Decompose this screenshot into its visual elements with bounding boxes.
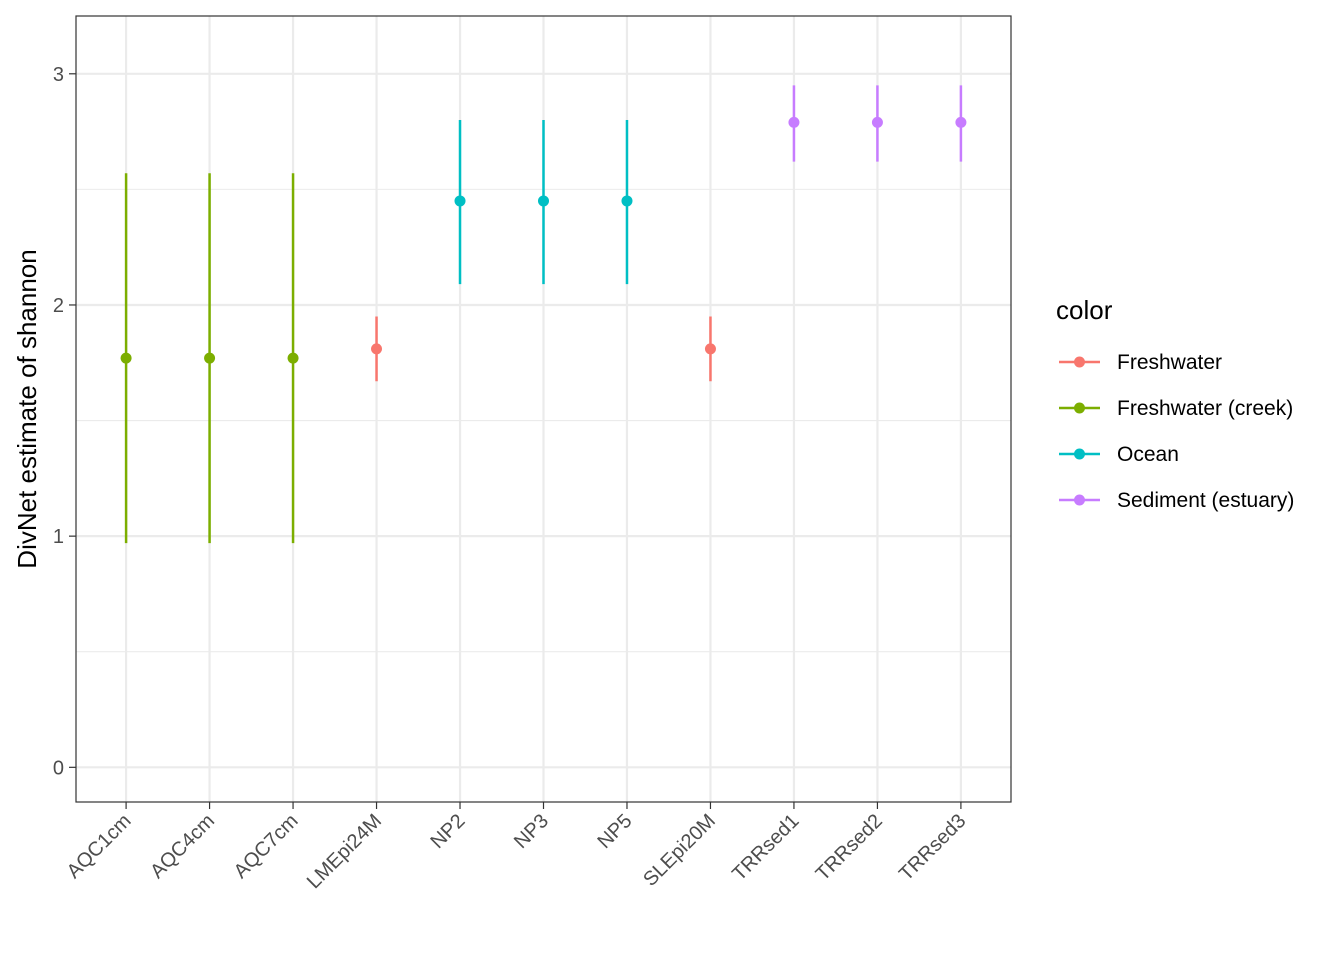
legend-key-point (1074, 448, 1085, 460)
x-tick-label: SLEpi20M (639, 810, 720, 891)
data-point (538, 195, 549, 207)
data-point (287, 352, 299, 364)
y-tick-label: 1 (53, 526, 64, 548)
x-tick-label: TRRsed3 (895, 810, 970, 885)
y-axis-title: DivNet estimate of shannon (12, 249, 42, 568)
y-axis: 0 1 2 3 (53, 64, 76, 779)
x-tick-label: NP3 (510, 810, 553, 853)
legend: color Freshwater Freshwater (creek) Ocean S… (1056, 295, 1294, 512)
y-tick-label: 2 (53, 295, 64, 317)
y-tick-label: 0 (53, 757, 64, 779)
data-point (955, 116, 967, 128)
x-tick-label: NP5 (593, 810, 636, 853)
data-point (621, 195, 633, 207)
data-marks (120, 85, 967, 544)
x-tick-label: AQC7cm (230, 810, 303, 883)
data-point (454, 195, 466, 207)
x-axis: AQC1cm AQC4cm AQC7cm LMEpi24M NP2 NP3 NP5 SLEpi… (63, 802, 970, 893)
x-tick-label: AQC1cm (63, 810, 136, 883)
legend-key-point (1074, 402, 1085, 414)
data-point (871, 116, 883, 128)
data-point (120, 352, 132, 364)
data-point (788, 116, 800, 128)
x-tick-label: TRRsed2 (812, 810, 887, 885)
legend-key-point (1074, 356, 1085, 368)
x-tick-label: LMEpi24M (303, 810, 386, 893)
legend-key-point (1074, 494, 1085, 506)
data-point (704, 343, 716, 355)
legend-label: Ocean (1117, 443, 1179, 466)
legend-label: Freshwater (1117, 351, 1222, 374)
x-tick-label: AQC4cm (146, 810, 219, 883)
legend-title: color (1056, 295, 1113, 325)
data-point (371, 343, 383, 355)
legend-label: Freshwater (creek) (1117, 397, 1293, 420)
y-tick-label: 3 (53, 64, 64, 86)
x-tick-label: NP2 (426, 810, 469, 853)
legend-label: Sediment (estuary) (1117, 489, 1294, 512)
x-tick-label: TRRsed1 (728, 810, 803, 885)
data-point (204, 352, 216, 364)
plot-panel (75, 15, 1012, 803)
